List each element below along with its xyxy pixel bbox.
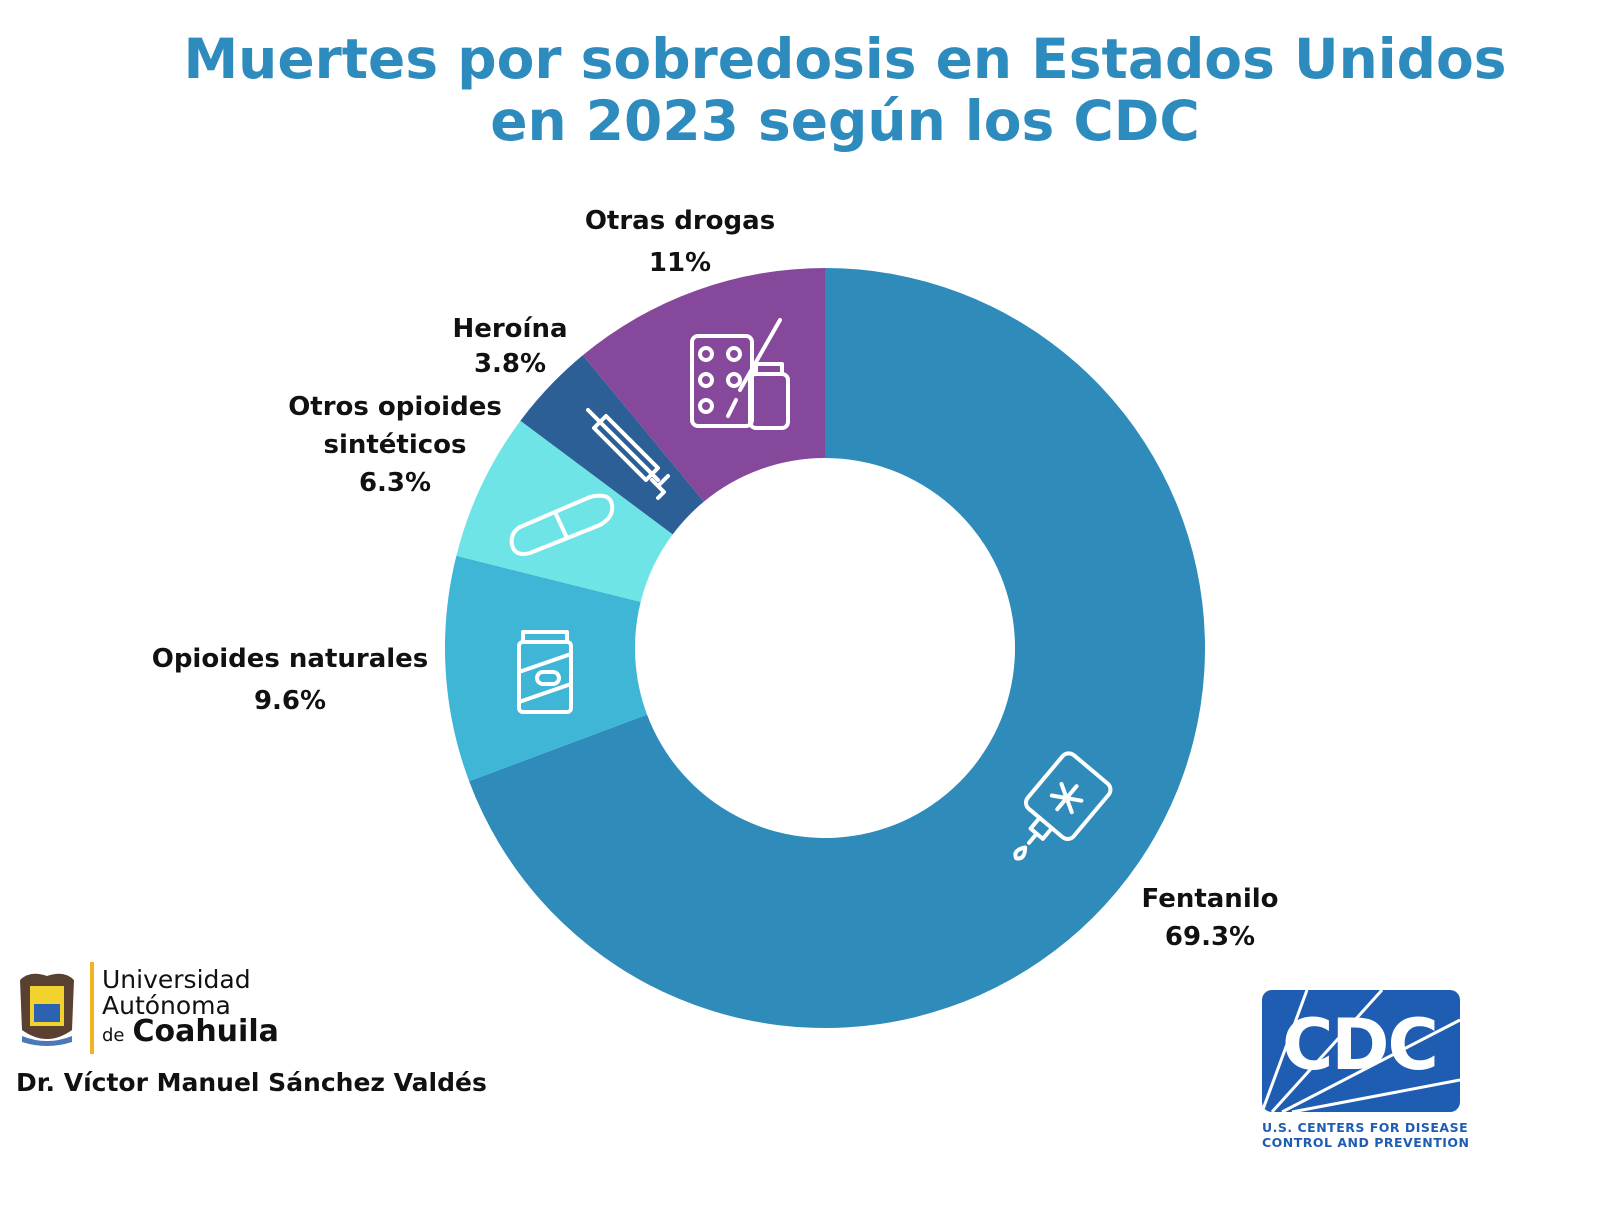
label-value: 3.8%	[473, 349, 547, 379]
label-name: Fentanilo	[1141, 884, 1279, 914]
label-value: 9.6%	[253, 686, 327, 716]
donut-slice-fentanilo	[469, 268, 1205, 1028]
pill-icon	[509, 493, 615, 556]
label-heroina: Heroína 3.8%	[420, 312, 600, 382]
uac-name: Universidad Autónoma de Coahuila	[102, 967, 279, 1049]
cdc-tagline: U.S. CENTERS FOR DISEASE CONTROL AND PRE…	[1262, 1120, 1469, 1150]
cdc-rays-icon	[1262, 990, 1460, 1112]
label-name-2: sintéticos	[323, 430, 467, 460]
uac-line-1: Universidad	[102, 965, 251, 994]
cdc-line-1: U.S. CENTERS FOR DISEASE	[1262, 1120, 1469, 1135]
label-name: Otras drogas	[584, 206, 776, 236]
divider	[90, 962, 94, 1054]
uac-de: de	[102, 1025, 125, 1046]
label-name: Opioides naturales	[151, 644, 429, 674]
cdc-logo: CDC	[1262, 990, 1460, 1112]
uac-coahuila: Coahuila	[132, 1014, 279, 1049]
drugs-icon	[690, 318, 790, 430]
author: Dr. Víctor Manuel Sánchez Valdés	[16, 1068, 487, 1097]
uac-line-2: Autónoma	[102, 991, 231, 1020]
label-name: Heroína	[452, 314, 568, 344]
title-line-1: Muertes por sobredosis en Estados Unidos	[183, 27, 1507, 91]
cdc-wordmark: CDC	[1282, 1004, 1439, 1086]
cdc-line-2: CONTROL AND PREVENTION	[1262, 1135, 1470, 1150]
donut-slice-opioides-naturales	[445, 555, 648, 782]
label-name-1: Otros opioides	[288, 392, 502, 422]
syringe-icon	[586, 408, 670, 500]
label-otras-drogas: Otras drogas 11%	[560, 200, 800, 284]
iv-bag-icon	[1013, 751, 1113, 861]
pill-bottle-icon	[517, 630, 573, 714]
title-line-2: en 2023 según los CDC	[490, 89, 1200, 153]
label-fentanilo: Fentanilo 69.3%	[1110, 880, 1310, 956]
uac-crest-icon	[20, 973, 74, 1046]
donut-slice-otros-opioides-sinteticos	[456, 420, 673, 602]
label-value: 11%	[648, 248, 712, 278]
label-value: 6.3%	[358, 468, 432, 498]
label-otros-opioides-sinteticos: Otros opioides sintéticos 6.3%	[270, 388, 520, 502]
label-value: 69.3%	[1164, 922, 1256, 952]
uac-logo: Universidad Autónoma de Coahuila	[16, 962, 279, 1054]
uac-line-3: de Coahuila	[102, 1017, 279, 1049]
chart-title: Muertes por sobredosis en Estados Unidos…	[140, 28, 1550, 152]
label-opioides-naturales: Opioides naturales 9.6%	[140, 638, 440, 722]
